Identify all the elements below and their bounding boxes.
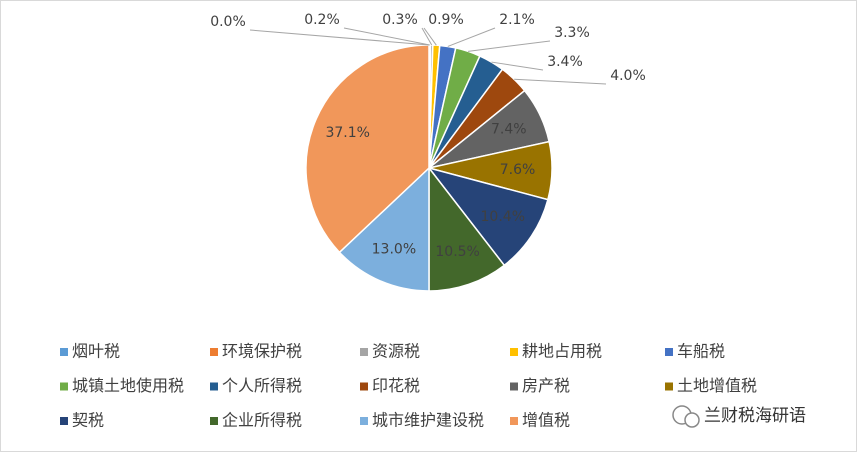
data-label: 3.4% (547, 54, 583, 70)
legend-label: 个人所得税 (222, 376, 302, 395)
legend-marker (360, 417, 368, 425)
data-label: 37.1% (325, 125, 369, 141)
data-label: 7.4% (491, 122, 527, 138)
legend-marker (60, 348, 68, 356)
data-label: 13.0% (372, 241, 416, 257)
leader-line (447, 27, 496, 47)
legend-marker (210, 417, 218, 425)
data-label: 0.0% (210, 14, 246, 30)
pie-slice (305, 44, 430, 254)
legend-marker (510, 348, 518, 356)
pie-slice (427, 166, 549, 267)
legend-label: 增值税 (522, 411, 570, 430)
legend-label: 城市维护建设税 (372, 411, 484, 430)
legend-label: 契税 (72, 411, 104, 430)
legend-label: 环境保护税 (222, 342, 302, 361)
legend-marker (665, 348, 673, 356)
data-label: 10.5% (435, 244, 479, 260)
legend-label: 耕地占用税 (522, 342, 602, 361)
data-label: 3.3% (554, 25, 590, 41)
legend-label: 房产税 (522, 376, 570, 395)
data-label: 0.2% (304, 12, 340, 28)
watermark: 兰财税海研语 (704, 406, 806, 426)
leader-line (423, 27, 437, 46)
legend-marker (510, 382, 518, 391)
legend-marker (510, 417, 518, 425)
data-label: 0.3% (382, 12, 418, 28)
leader-line (467, 40, 551, 52)
pie-slice (428, 165, 506, 292)
legend-marker (665, 382, 673, 391)
leader-line (514, 78, 607, 85)
legend-label: 土地增值税 (677, 376, 757, 395)
legend-marker (60, 382, 68, 391)
data-label: 10.4% (481, 209, 525, 225)
leader-line (249, 29, 430, 46)
legend-marker (210, 348, 218, 356)
legend-label: 城镇土地使用税 (72, 376, 184, 395)
leader-line (343, 27, 430, 46)
data-label: 7.6% (500, 162, 536, 178)
legend-marker (60, 417, 68, 425)
data-label: 4.0% (610, 68, 646, 84)
data-label: 2.1% (499, 12, 535, 28)
watermark-icon (672, 405, 700, 428)
legend-marker (360, 348, 368, 356)
legend-label: 烟叶税 (72, 342, 120, 361)
legend-marker (360, 382, 368, 391)
data-label: 0.9% (428, 12, 464, 28)
legend-marker (210, 382, 218, 391)
pie-slice (338, 166, 430, 292)
legend-label: 印花税 (372, 376, 420, 395)
leader-line (421, 27, 433, 46)
legend-label: 资源税 (372, 342, 420, 361)
leader-line (491, 61, 544, 71)
legend-label: 企业所得税 (222, 411, 302, 430)
legend-label: 车船税 (677, 342, 725, 361)
